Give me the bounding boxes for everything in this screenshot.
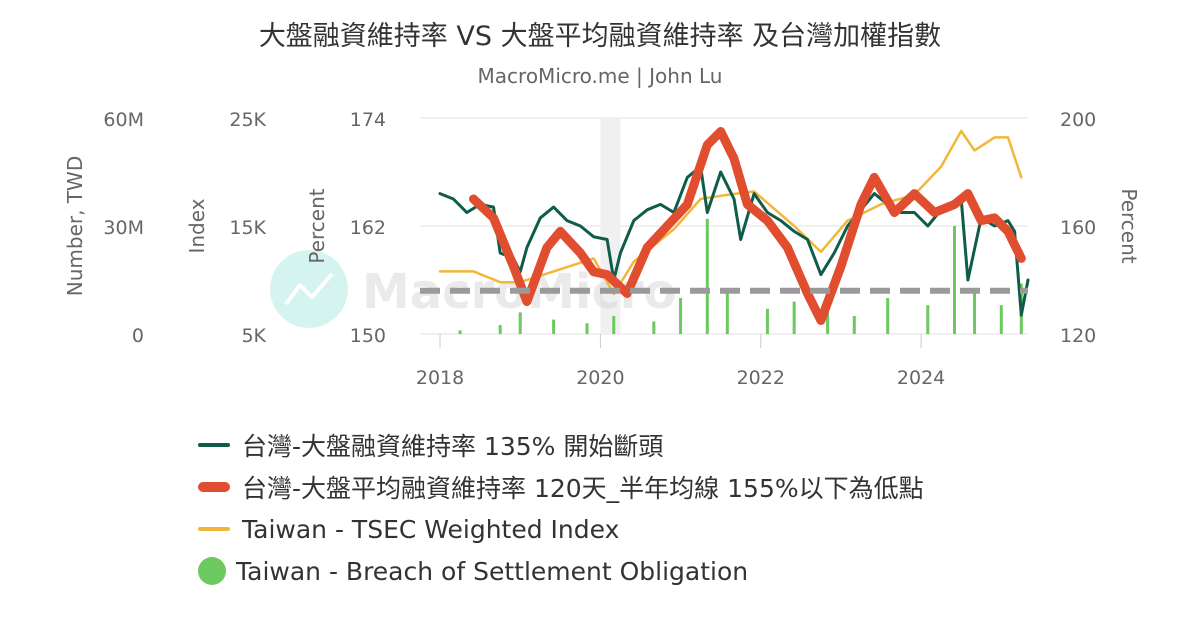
legend-swatch-breach	[198, 557, 226, 585]
y-tick-right_percent-0: 200	[1060, 109, 1096, 131]
breach-bar-12	[826, 312, 830, 334]
legend-item-avg-margin-ratio[interactable]: 台灣-大盤平均融資維持率 120天_半年均線 155%以下為低點	[198, 466, 924, 508]
legend-swatch-avg-margin-ratio	[198, 482, 230, 492]
legend-item-breach[interactable]: Taiwan - Breach of Settlement Obligation	[198, 550, 924, 592]
chart-legend: 台灣-大盤融資維持率 135% 開始斷頭 台灣-大盤平均融資維持率 120天_半…	[198, 424, 924, 592]
legend-swatch-margin-ratio	[198, 443, 230, 447]
x-tick-label-0: 2018	[416, 367, 464, 389]
x-tick-label-3: 2024	[897, 367, 945, 389]
chart-title: 大盤融資維持率 VS 大盤平均融資維持率 及台灣加權指數	[258, 21, 942, 52]
x-tick-label-1: 2020	[576, 367, 624, 389]
y-tick-right_percent-2: 120	[1060, 325, 1096, 347]
breach-bar-1	[498, 325, 502, 334]
breach-bar-9	[725, 290, 729, 334]
series-line-avg-margin-ratio	[469, 127, 1026, 325]
axis-title-left_percent: Percent	[305, 188, 329, 263]
breach-bar-18	[999, 305, 1003, 334]
breach-bar-6	[652, 321, 656, 334]
breach-bar-11	[792, 301, 796, 334]
breach-bar-15	[926, 305, 930, 334]
breach-bar-16	[953, 226, 957, 334]
legend-swatch-tsec-index	[198, 527, 230, 531]
breach-bar-2	[518, 312, 522, 334]
watermark-logo-icon	[270, 250, 348, 328]
breach-bar-13	[852, 316, 856, 334]
y-tick-left_outer-2: 0	[132, 325, 144, 347]
legend-label-margin-ratio: 台灣-大盤融資維持率 135% 開始斷頭	[242, 432, 664, 461]
breach-bar-14	[886, 298, 890, 334]
legend-item-tsec-index[interactable]: Taiwan - TSEC Weighted Index	[198, 508, 924, 550]
y-tick-right_percent-1: 160	[1060, 217, 1096, 239]
breach-bar-0	[458, 330, 462, 334]
y-tick-left_outer-0: 60M	[103, 109, 144, 131]
breach-bar-5	[612, 316, 616, 334]
breach-bar-17	[973, 290, 977, 334]
y-tick-left_index-0: 25K	[229, 109, 266, 131]
legend-label-avg-margin-ratio: 台灣-大盤平均融資維持率 120天_半年均線 155%以下為低點	[242, 474, 924, 503]
legend-label-breach: Taiwan - Breach of Settlement Obligation	[236, 556, 749, 586]
axis-title-right_percent: Percent	[1117, 188, 1141, 263]
breach-bar-4	[585, 323, 589, 334]
breach-bar-3	[552, 319, 556, 334]
y-tick-left_outer-1: 30M	[103, 217, 144, 239]
breach-bar-10	[765, 308, 769, 334]
y-tick-left_percent-1: 162	[350, 217, 386, 239]
breach-bar-7	[679, 298, 683, 334]
legend-label-tsec-index: Taiwan - TSEC Weighted Index	[242, 514, 620, 544]
axis-title-left_index: Index	[185, 198, 209, 253]
y-tick-left_index-1: 15K	[229, 217, 266, 239]
x-tick-label-2: 2022	[737, 367, 785, 389]
breach-bar-8	[705, 218, 709, 334]
watermark-logo-mark	[284, 272, 334, 306]
chart-subtitle: MacroMicro.me | John Lu	[477, 64, 723, 88]
axis-title-left_outer: Number, TWD	[63, 156, 87, 296]
y-tick-left_percent-2: 150	[350, 325, 386, 347]
y-tick-left_percent-0: 174	[350, 109, 386, 131]
series-line-tsec-index	[438, 129, 1023, 296]
y-tick-left_index-2: 5K	[241, 325, 266, 347]
legend-item-margin-ratio[interactable]: 台灣-大盤融資維持率 135% 開始斷頭	[198, 424, 924, 466]
